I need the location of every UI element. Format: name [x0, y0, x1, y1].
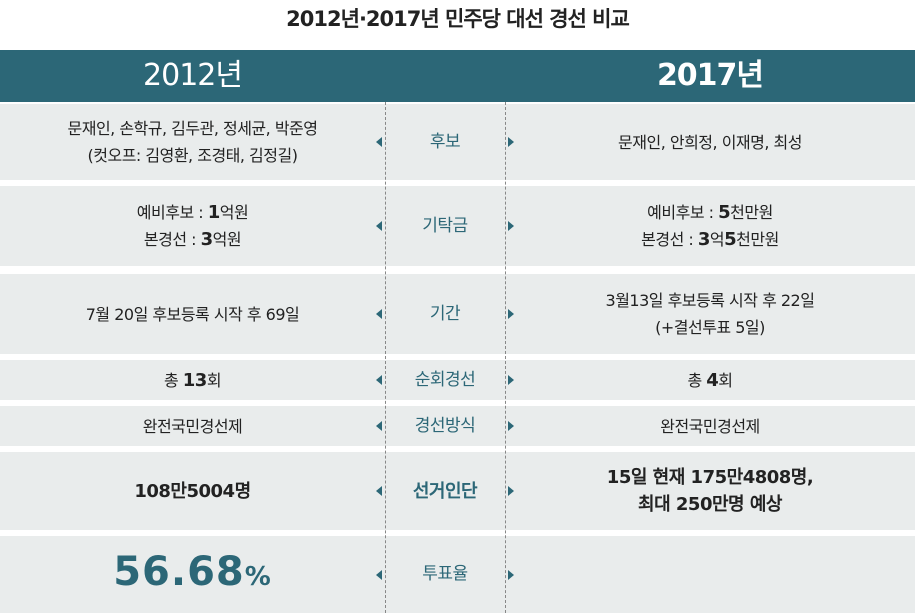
left-text: (컷오프: 김영환, 조경태, 김정길) — [87, 146, 298, 165]
arrow-right — [508, 421, 514, 431]
right-text: 완전국민경선제 — [660, 416, 760, 436]
right-cell — [505, 536, 915, 613]
right-text: 총 4회 — [687, 369, 733, 391]
right-text: 예비후보 : 5천만원 — [647, 202, 773, 223]
arrow-left — [376, 137, 382, 147]
left-text: 본경선 : 3억원 — [143, 229, 242, 250]
label: 선거인단 — [412, 480, 478, 502]
left-text: 7월 20일 후보등록 시작 후 69일 — [85, 304, 300, 324]
arrow-left — [376, 375, 382, 385]
right-text: 문재인, 안희정, 이재명, 최성 — [618, 132, 802, 152]
row-label: 순회경선 — [385, 360, 505, 400]
header: 2012년 2017년 — [0, 50, 915, 102]
arrow-left — [376, 221, 382, 231]
label: 후보 — [429, 131, 461, 152]
divider — [505, 102, 506, 613]
row-label: 선거인단 — [385, 452, 505, 530]
left-cell: 완전국민경선제 — [0, 406, 385, 446]
right-text: (+결선투표 5일) — [655, 318, 765, 337]
left-cell: 문재인, 손학규, 김두관, 정세균, 박준영 (컷오프: 김영환, 조경태, 김… — [0, 104, 385, 180]
row: 후보 문재인, 손학규, 김두관, 정세균, 박준영 (컷오프: 김영환, 조경태,… — [0, 104, 915, 180]
left-cell: 7월 20일 후보등록 시작 후 69일 — [0, 274, 385, 354]
arrow-left — [376, 569, 382, 580]
right-cell: 3월13일 후보등록 시작 후 22일 (+결선투표 5일) — [505, 274, 915, 354]
label: 순회경선 — [414, 369, 476, 390]
header-right: 2017년 — [656, 58, 764, 93]
left-text: 총 13회 — [163, 369, 222, 391]
left-cell: 56.68% — [0, 536, 385, 613]
right-cell: 총 4회 — [505, 360, 915, 400]
arrow-right — [508, 221, 514, 231]
label: 기탁금 — [422, 215, 468, 236]
arrow-right — [508, 309, 514, 319]
row: 투표율 56.68% — [0, 536, 915, 613]
arrow-right — [508, 375, 514, 385]
title: 2012년·2017년 민주당 대선 경선 비교 — [286, 7, 630, 31]
row-label: 기탁금 — [385, 186, 505, 266]
left-cell: 108만5004명 — [0, 452, 385, 530]
left-text: 108만5004명 — [134, 480, 251, 502]
arrow-left — [376, 309, 382, 319]
row-label: 기간 — [385, 274, 505, 354]
arrow-right — [508, 569, 514, 580]
right-text: 본경선 : 3억5천만원 — [641, 229, 779, 250]
divider — [385, 102, 386, 613]
row-label: 경선방식 — [385, 406, 505, 446]
left-cell: 총 13회 — [0, 360, 385, 400]
left-text: 완전국민경선제 — [142, 416, 243, 436]
right-text: 최대 250만명 예상 — [638, 494, 782, 515]
row: 선거인단 108만5004명 15일 현재 175만4808명, 최대 250만명 예… — [0, 452, 915, 530]
left-text: 예비후보 : 1억원 — [136, 202, 249, 223]
label: 경선방식 — [414, 415, 476, 436]
right-cell: 15일 현재 175만4808명, 최대 250만명 예상 — [505, 452, 915, 530]
label: 기간 — [429, 303, 461, 324]
row-label: 투표율 — [385, 536, 505, 613]
right-cell: 완전국민경선제 — [505, 406, 915, 446]
arrow-right — [508, 137, 514, 147]
header-left: 2012년 — [143, 58, 243, 93]
label: 투표율 — [422, 564, 468, 584]
left-text: 문재인, 손학규, 김두관, 정세균, 박준영 — [67, 119, 319, 138]
arrow-right — [508, 486, 514, 496]
row: 순회경선 총 13회 총 4회 — [0, 360, 915, 400]
row-label: 후보 — [385, 104, 505, 180]
arrow-left — [376, 486, 382, 496]
row: 경선방식 완전국민경선제 완전국민경선제 — [0, 406, 915, 446]
arrow-left — [376, 421, 382, 431]
row: 기간 7월 20일 후보등록 시작 후 69일 3월13일 후보등록 시작 후 22… — [0, 274, 915, 354]
right-text: 3월13일 후보등록 시작 후 22일 — [605, 291, 815, 310]
left-text: 56.68% — [113, 549, 272, 595]
right-text: 15일 현재 175만4808명, — [606, 467, 814, 488]
right-cell: 문재인, 안희정, 이재명, 최성 — [505, 104, 915, 180]
